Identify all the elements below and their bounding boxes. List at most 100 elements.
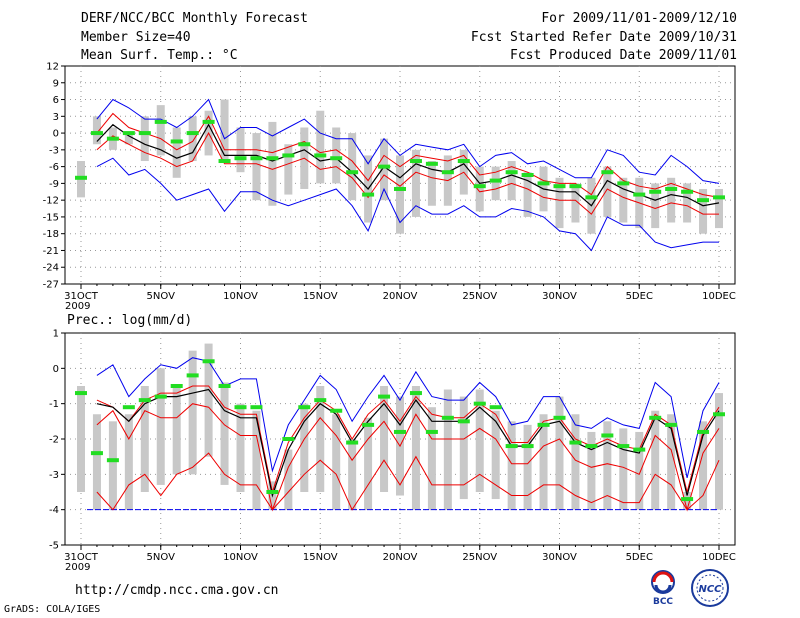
- precip-observed-marker: [90, 451, 103, 456]
- temp-x-tick-label: 10DEC: [702, 291, 736, 302]
- precip-observed-marker: [346, 440, 359, 445]
- temp-spread-bar: [188, 116, 197, 162]
- forecast-produced-date: Fcst Produced Date 2009/11/01: [510, 48, 737, 63]
- temp-y-tick-label: 9: [53, 78, 59, 89]
- precip-observed-marker: [154, 394, 167, 399]
- precip-spread-bar: [77, 386, 85, 492]
- precip-x-tick-label: 10DEC: [702, 552, 736, 563]
- precip-spread-bar: [124, 414, 133, 510]
- precip-spread-bar: [427, 407, 436, 510]
- precip-y-tick-label: -3: [49, 470, 59, 481]
- temp-observed-marker: [138, 131, 151, 136]
- temp-y-tick-label: 6: [53, 95, 59, 106]
- precip-spread-bar: [188, 350, 197, 475]
- temp-x-tick-label: 30NOV: [542, 291, 577, 302]
- precip-spread-bar: [92, 414, 101, 510]
- temp-observed-marker: [617, 181, 630, 186]
- precip-observed-marker: [457, 419, 470, 424]
- temp-observed-marker: [170, 139, 183, 144]
- temp-spread-bar: [523, 172, 532, 217]
- precip-x-tick-label: 15NOV: [303, 552, 338, 563]
- temp-spread-bar: [332, 127, 341, 184]
- temp-envelope-high-line: [96, 98, 720, 184]
- temp-observed-marker: [633, 192, 646, 197]
- precip-upper-band-line: [96, 385, 720, 494]
- temp-envelope-low-line: [96, 157, 719, 252]
- precip-spread-bar: [667, 414, 676, 510]
- precip-observed-marker: [553, 415, 566, 420]
- temp-observed-marker: [553, 184, 566, 189]
- precip-observed-marker: [569, 440, 582, 445]
- precip-spread-bar: [619, 428, 628, 510]
- temp-lower-band-line: [96, 132, 719, 215]
- temp-y-tick-label: 12: [46, 62, 59, 73]
- precip-spread-bar: [539, 414, 548, 510]
- temp-y-tick-label: -6: [49, 162, 59, 173]
- precip-x-tick-label: 5DEC: [626, 552, 653, 563]
- temp-observed-marker: [330, 156, 343, 161]
- temp-y-tick-label: -3: [49, 145, 59, 156]
- temp-spread-bar: [619, 177, 628, 223]
- precip-observed-marker: [617, 444, 630, 449]
- temp-observed-marker: [697, 198, 710, 203]
- temp-observed-marker: [154, 119, 167, 124]
- precip-spread-bar: [140, 386, 149, 492]
- temp-observed-marker: [378, 164, 391, 169]
- precip-spread-bar: [236, 403, 245, 492]
- precip-observed-marker: [697, 429, 710, 434]
- precip-observed-marker: [649, 415, 662, 420]
- precip-observed-marker: [378, 394, 391, 399]
- temp-y-tick-label: 3: [53, 112, 59, 123]
- temp-observed-marker: [649, 189, 662, 194]
- temp-spread-bar: [491, 166, 500, 201]
- temp-spread-bar: [348, 133, 357, 201]
- precip-observed-marker: [537, 422, 550, 427]
- precip-observed-marker: [713, 412, 725, 417]
- ncc-logo: NCC: [691, 569, 729, 607]
- precip-observed-marker: [585, 444, 598, 449]
- temp-ensemble-mean-line: [96, 123, 720, 207]
- temp-observed-marker: [569, 184, 582, 189]
- temp-spread-bar: [411, 149, 420, 217]
- precip-observed-marker: [330, 408, 343, 413]
- precip-observed-marker: [633, 447, 646, 452]
- forecast-start-date: Fcst Started Refer Date 2009/10/31: [470, 30, 737, 45]
- precip-spread-bar: [603, 421, 612, 510]
- temp-observed-marker: [202, 119, 215, 124]
- temp-x-tick-label: 25NOV: [462, 291, 497, 302]
- precip-spread-bar: [699, 421, 708, 510]
- temp-spread-bar: [603, 166, 612, 217]
- source-url[interactable]: http://cmdp.ncc.cma.gov.cn: [75, 583, 279, 598]
- svg-text:BCC: BCC: [653, 597, 673, 607]
- precip-spread-bar: [252, 410, 261, 510]
- precip-observed-marker: [489, 405, 502, 410]
- precip-observed-marker: [521, 444, 534, 449]
- precip-observed-marker: [601, 433, 614, 438]
- temp-spread-bar: [172, 127, 181, 178]
- precip-spread-bar: [651, 410, 660, 510]
- precip-observed-marker: [409, 391, 422, 396]
- temp-y-tick-label: -24: [43, 263, 59, 274]
- precip-y-tick-label: 0: [53, 364, 59, 375]
- temp-observed-marker: [266, 156, 279, 161]
- precip-y-tick-label: -5: [49, 541, 59, 552]
- precip-spread-bar: [587, 431, 596, 510]
- temp-observed-marker: [90, 131, 103, 136]
- precip-x-tick-label: 31OCT: [64, 552, 99, 563]
- temp-observed-marker: [601, 170, 614, 175]
- temp-y-tick-label: -12: [43, 196, 59, 207]
- temp-y-tick-label: -21: [43, 246, 59, 257]
- precip-spread-bar: [411, 386, 420, 510]
- precip-spread-bar: [300, 403, 309, 492]
- temp-observed-marker: [489, 178, 502, 183]
- precip-spread-bar: [380, 386, 389, 492]
- precip-observed-marker: [170, 384, 183, 388]
- precip-x-tick-label: 5NOV: [147, 552, 176, 563]
- temp-spread-bar: [667, 177, 676, 223]
- temp-x-tick-label: 10NOV: [223, 291, 258, 302]
- member-size: Member Size=40: [81, 30, 191, 45]
- temp-observed-marker: [665, 186, 678, 191]
- temp-observed-marker: [425, 161, 438, 166]
- precip-observed-marker: [362, 422, 375, 427]
- temp-x-tick-label: 20NOV: [383, 291, 418, 302]
